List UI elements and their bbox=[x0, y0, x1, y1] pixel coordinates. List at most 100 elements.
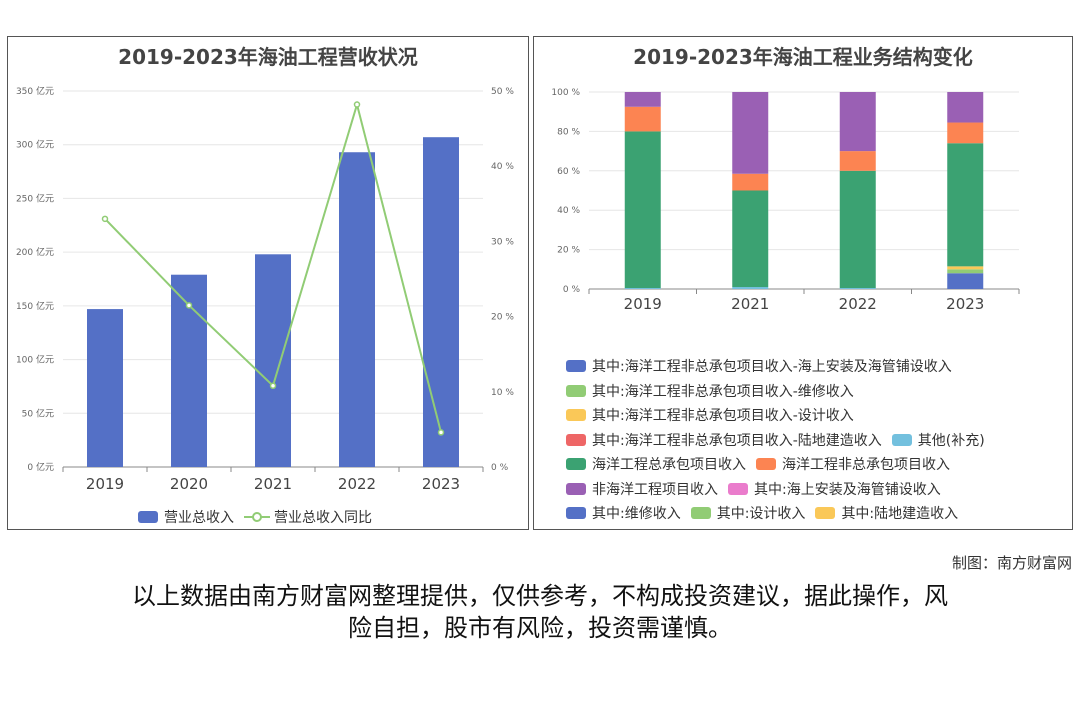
y2-tick-label: 50 % bbox=[491, 87, 514, 97]
legend-swatch bbox=[566, 482, 586, 495]
legend-label: 其中:海洋工程非总承包项目收入-海上安装及海管铺设收入 bbox=[592, 359, 952, 376]
legend-swatch bbox=[566, 360, 586, 373]
y2-tick-label: 0 % bbox=[491, 463, 509, 473]
segment-2022-s4[interactable] bbox=[839, 288, 876, 289]
legend-yoy[interactable]: 营业总收入同比 bbox=[244, 507, 372, 527]
yoy-point-2023[interactable] bbox=[437, 429, 445, 436]
legend-label: 海洋工程非总承包项目收入 bbox=[782, 457, 950, 474]
legend-item-7[interactable]: 非海洋工程项目收入 bbox=[566, 479, 718, 499]
revenue-bar-2022[interactable] bbox=[339, 152, 375, 467]
segment-2021-s5[interactable] bbox=[732, 190, 769, 288]
segment-2021-s7[interactable] bbox=[732, 92, 769, 174]
legend-row: 其中:海洋工程非总承包项目收入-维修收入 bbox=[566, 379, 995, 404]
legend-swatch bbox=[728, 482, 748, 495]
structure-chart-title: 2019-2023年海油工程业务结构变化 bbox=[633, 45, 973, 69]
legend-label: 其中:海洋工程非总承包项目收入-维修收入 bbox=[592, 383, 854, 400]
yoy-point-2019[interactable] bbox=[101, 215, 109, 223]
x-tick-label: 2023 bbox=[946, 295, 984, 313]
legend-swatch bbox=[566, 409, 586, 422]
legend-row: 其中:海洋工程非总承包项目收入-设计收入 bbox=[566, 403, 995, 428]
segment-2023-s6[interactable] bbox=[947, 122, 984, 144]
legend-row: 其中:海洋工程非总承包项目收入-陆地建造收入 其他(补充) bbox=[566, 428, 995, 453]
revenue-chart-panel: 2019-2023年海油工程营收状况 0 亿元 50 亿元 100 亿元 150 亿元… bbox=[7, 36, 529, 530]
legend-swatch bbox=[756, 458, 776, 471]
legend-swatch bbox=[566, 458, 586, 471]
yoy-point-2020[interactable] bbox=[185, 302, 193, 309]
segment-2021-s6[interactable] bbox=[732, 173, 769, 191]
legend-item-4[interactable]: 其他(补充) bbox=[891, 430, 985, 450]
y-tick-label: 0 亿元 bbox=[27, 461, 54, 473]
legend-row: 其中:海洋工程非总承包项目收入-海上安装及海管铺设收入 bbox=[566, 354, 995, 379]
legend-label: 海洋工程总承包项目收入 bbox=[592, 457, 746, 474]
segment-2021-s4[interactable] bbox=[732, 287, 769, 289]
legend-swatch bbox=[891, 433, 912, 446]
legend-swatch bbox=[566, 507, 586, 520]
legend-yoy-swatch bbox=[244, 512, 270, 523]
legend-row: 海洋工程总承包项目收入 海洋工程非总承包项目收入 bbox=[566, 452, 995, 477]
segment-2023-s5[interactable] bbox=[947, 143, 984, 267]
x-tick-label: 2021 bbox=[254, 475, 292, 493]
legend-item-9[interactable]: 其中:维修收入 bbox=[566, 503, 681, 523]
legend-revenue-label: 营业总收入 bbox=[164, 510, 234, 527]
y-tick-label: 300 亿元 bbox=[16, 139, 54, 151]
x-tick-label: 2023 bbox=[422, 475, 460, 493]
revenue-chart: 0 亿元 50 亿元 100 亿元 150 亿元 200 亿元 250 亿元 300 亿元 3… bbox=[16, 85, 514, 493]
yoy-point-2022[interactable] bbox=[353, 101, 361, 108]
legend-revenue-swatch bbox=[138, 511, 158, 524]
legend-item-5[interactable]: 海洋工程总承包项目收入 bbox=[566, 454, 746, 474]
legend-item-10[interactable]: 其中:设计收入 bbox=[690, 503, 806, 523]
segment-2019-s7[interactable] bbox=[624, 92, 661, 107]
legend-item-6[interactable]: 海洋工程非总承包项目收入 bbox=[756, 454, 950, 474]
y-tick-label: 200 亿元 bbox=[16, 246, 54, 258]
x-tick-label: 2022 bbox=[338, 475, 376, 493]
legend-label: 其中:设计收入 bbox=[716, 506, 806, 523]
segment-2023-s0[interactable] bbox=[947, 273, 984, 289]
legend-swatch bbox=[690, 507, 711, 520]
segment-2023-s2[interactable] bbox=[947, 266, 984, 270]
disclaimer: 以上数据由南方财富网整理提供，仅供参考，不构成投资建议，据此操作，风 险自担，股… bbox=[60, 580, 1020, 644]
segment-2023-s1[interactable] bbox=[947, 269, 984, 274]
y-tick-label: 150 亿元 bbox=[16, 300, 54, 312]
y2-tick-label: 30 % bbox=[491, 237, 514, 247]
y2-tick-label: 10 % bbox=[491, 388, 514, 398]
x-tick-label: 2022 bbox=[839, 295, 877, 313]
segment-2019-s5[interactable] bbox=[624, 131, 661, 289]
segment-2022-s6[interactable] bbox=[839, 151, 876, 171]
legend-label: 其他(补充) bbox=[917, 432, 985, 449]
structure-chart-panel: 2019-2023年海油工程业务结构变化 0 % 20 % 40 % 60 % 80 %… bbox=[533, 36, 1073, 530]
legend-item-2[interactable]: 其中:海洋工程非总承包项目收入-设计收入 bbox=[566, 405, 854, 425]
segment-2019-s6[interactable] bbox=[624, 106, 661, 132]
legend-label: 非海洋工程项目收入 bbox=[592, 481, 718, 498]
yoy-point-2021[interactable] bbox=[269, 382, 277, 390]
legend-item-8[interactable]: 其中:海上安装及海管铺设收入 bbox=[728, 479, 941, 499]
legend-item-11[interactable]: 其中:陆地建造收入 bbox=[815, 503, 958, 523]
x-tick-label: 2019 bbox=[86, 475, 124, 493]
y-tick-label: 50 亿元 bbox=[22, 407, 54, 419]
y-tick-label: 80 % bbox=[557, 127, 580, 137]
revenue-bar-2023[interactable] bbox=[423, 137, 459, 467]
legend-row: 非海洋工程项目收入 其中:海上安装及海管铺设收入 bbox=[566, 477, 995, 502]
legend-label: 其中:海上安装及海管铺设收入 bbox=[754, 481, 941, 498]
legend-item-3[interactable]: 其中:海洋工程非总承包项目收入-陆地建造收入 bbox=[566, 430, 882, 450]
revenue-bar-2019[interactable] bbox=[87, 309, 123, 467]
legend-item-1[interactable]: 其中:海洋工程非总承包项目收入-维修收入 bbox=[566, 381, 854, 401]
legend-revenue[interactable]: 营业总收入 bbox=[138, 507, 234, 527]
structure-chart-legend: 其中:海洋工程非总承包项目收入-海上安装及海管铺设收入 其中:海洋工程非总承包项目… bbox=[566, 354, 995, 526]
y-tick-label: 350 亿元 bbox=[16, 85, 54, 97]
x-tick-label: 2020 bbox=[170, 475, 208, 493]
revenue-bar-2021[interactable] bbox=[255, 254, 291, 467]
y-tick-label: 60 % bbox=[557, 167, 580, 177]
y2-tick-label: 40 % bbox=[491, 162, 514, 172]
y-tick-label: 40 % bbox=[557, 206, 580, 216]
revenue-chart-legend: 营业总收入 营业总收入同比 bbox=[138, 505, 382, 530]
legend-item-0[interactable]: 其中:海洋工程非总承包项目收入-海上安装及海管铺设收入 bbox=[566, 356, 952, 376]
segment-2019-s4[interactable] bbox=[624, 288, 661, 289]
legend-label: 其中:海洋工程非总承包项目收入-陆地建造收入 bbox=[592, 432, 882, 449]
segment-2023-s7[interactable] bbox=[947, 92, 984, 123]
y-tick-label: 20 % bbox=[557, 246, 580, 256]
y-tick-label: 100 亿元 bbox=[16, 354, 54, 366]
revenue-chart-title: 2019-2023年海油工程营收状况 bbox=[118, 45, 418, 69]
segment-2022-s7[interactable] bbox=[839, 92, 876, 152]
x-tick-label: 2019 bbox=[624, 295, 662, 313]
segment-2022-s5[interactable] bbox=[839, 170, 876, 289]
